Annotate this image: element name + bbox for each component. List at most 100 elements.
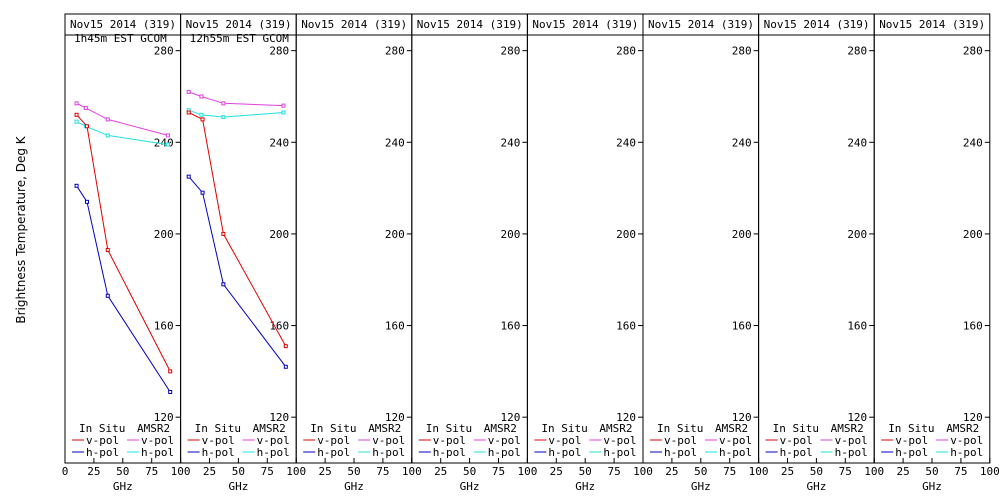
- x-tick-label: 25: [87, 465, 100, 478]
- legend-label: v-pol: [433, 434, 466, 447]
- data-point: [283, 344, 288, 349]
- legend-label: v-pol: [664, 434, 697, 447]
- data-point: [168, 369, 173, 374]
- legend-label: v-pol: [950, 434, 983, 447]
- x-axis-label: GHz: [460, 480, 480, 493]
- legend-label: v-pol: [719, 434, 752, 447]
- y-tick-label: 160: [847, 320, 867, 333]
- x-tick-label: 25: [203, 465, 216, 478]
- x-tick-label: 75: [492, 465, 505, 478]
- y-tick-label: 160: [501, 320, 521, 333]
- y-tick-label: 280: [732, 45, 752, 58]
- x-tick-label: 25: [896, 465, 909, 478]
- x-axis-label: GHz: [922, 480, 942, 493]
- legend-header-amsr2: AMSR2: [831, 422, 864, 435]
- x-tick-label: 25: [318, 465, 331, 478]
- y-tick-label: 120: [732, 411, 752, 424]
- legend-label: v-pol: [780, 434, 813, 447]
- x-tick-label: 100: [749, 465, 769, 478]
- y-tick-label: 120: [154, 411, 174, 424]
- legend-label: v-pol: [317, 434, 350, 447]
- x-tick-label: 75: [376, 465, 389, 478]
- series-line: [188, 112, 287, 347]
- x-tick-label: 100: [864, 465, 884, 478]
- y-tick-label: 240: [385, 136, 405, 149]
- y-tick-label: 160: [154, 320, 174, 333]
- x-tick-label: 25: [665, 465, 678, 478]
- x-tick-label: 50: [925, 465, 938, 478]
- data-point: [186, 89, 191, 94]
- data-point: [165, 142, 170, 147]
- data-point: [283, 364, 288, 369]
- data-point: [105, 133, 110, 138]
- y-tick-label: 280: [963, 45, 983, 58]
- legend-label: h-pol: [603, 446, 636, 459]
- series-line: [76, 102, 169, 136]
- legend-label: h-pol: [488, 446, 521, 459]
- legend-header-in-situ: In Situ: [541, 422, 587, 435]
- series-line: [188, 91, 284, 107]
- y-tick-label: 240: [616, 136, 636, 149]
- x-tick-label: 100: [171, 465, 191, 478]
- panel-title: Nov15 2014 (319): [879, 18, 985, 31]
- legend-header-in-situ: In Situ: [657, 422, 703, 435]
- legend-label: v-pol: [488, 434, 521, 447]
- data-point: [74, 112, 79, 117]
- legend-label: h-pol: [86, 446, 119, 459]
- data-point: [74, 183, 79, 188]
- panel-title: Nov15 2014 (319): [764, 18, 870, 31]
- x-tick-label: 75: [954, 465, 967, 478]
- x-tick-label: 75: [261, 465, 274, 478]
- x-axis-label: GHz: [575, 480, 595, 493]
- y-tick-label: 160: [963, 320, 983, 333]
- data-point: [105, 117, 110, 122]
- x-tick-label: 100: [633, 465, 653, 478]
- legend-header-amsr2: AMSR2: [368, 422, 401, 435]
- data-point: [165, 133, 170, 138]
- legend-label: h-pol: [433, 446, 466, 459]
- y-tick-label: 240: [963, 136, 983, 149]
- x-tick-label: 75: [607, 465, 620, 478]
- x-tick-label: 50: [463, 465, 476, 478]
- panel-subtitle: 1h45m EST GCOM: [74, 32, 167, 45]
- x-tick-label: 75: [145, 465, 158, 478]
- series-line: [76, 114, 171, 372]
- legend-header-amsr2: AMSR2: [137, 422, 170, 435]
- legend-label: h-pol: [317, 446, 350, 459]
- panel-title: Nov15 2014 (319): [417, 18, 523, 31]
- data-point: [186, 110, 191, 115]
- data-point: [105, 247, 110, 252]
- legend-header-in-situ: In Situ: [888, 422, 934, 435]
- y-tick-label: 120: [501, 411, 521, 424]
- legend-header-amsr2: AMSR2: [253, 422, 286, 435]
- legend-label: h-pol: [202, 446, 235, 459]
- panel-title: Nov15 2014 (319): [648, 18, 754, 31]
- y-tick-label: 280: [847, 45, 867, 58]
- legend-label: v-pol: [141, 434, 174, 447]
- series-line: [76, 121, 168, 146]
- y-tick-label: 120: [385, 411, 405, 424]
- x-tick-label: 100: [402, 465, 422, 478]
- legend-label: h-pol: [895, 446, 928, 459]
- legend-label: v-pol: [86, 434, 119, 447]
- x-tick-label: 50: [810, 465, 823, 478]
- y-tick-label: 160: [385, 320, 405, 333]
- legend-header-in-situ: In Situ: [195, 422, 241, 435]
- y-tick-label: 120: [616, 411, 636, 424]
- y-tick-label: 200: [732, 228, 752, 241]
- x-tick-label: 75: [839, 465, 852, 478]
- data-point: [281, 103, 286, 108]
- y-tick-label: 280: [385, 45, 405, 58]
- series-line: [188, 176, 287, 368]
- panel-subtitle: 12h55m EST GCOM: [190, 32, 290, 45]
- y-tick-label: 200: [963, 228, 983, 241]
- data-point: [168, 389, 173, 394]
- legend-label: v-pol: [372, 434, 405, 447]
- y-tick-label: 240: [847, 136, 867, 149]
- x-axis-label: GHz: [113, 480, 133, 493]
- legend-label: v-pol: [202, 434, 235, 447]
- legend-label: h-pol: [950, 446, 983, 459]
- x-tick-label: 50: [579, 465, 592, 478]
- legend-header-amsr2: AMSR2: [715, 422, 748, 435]
